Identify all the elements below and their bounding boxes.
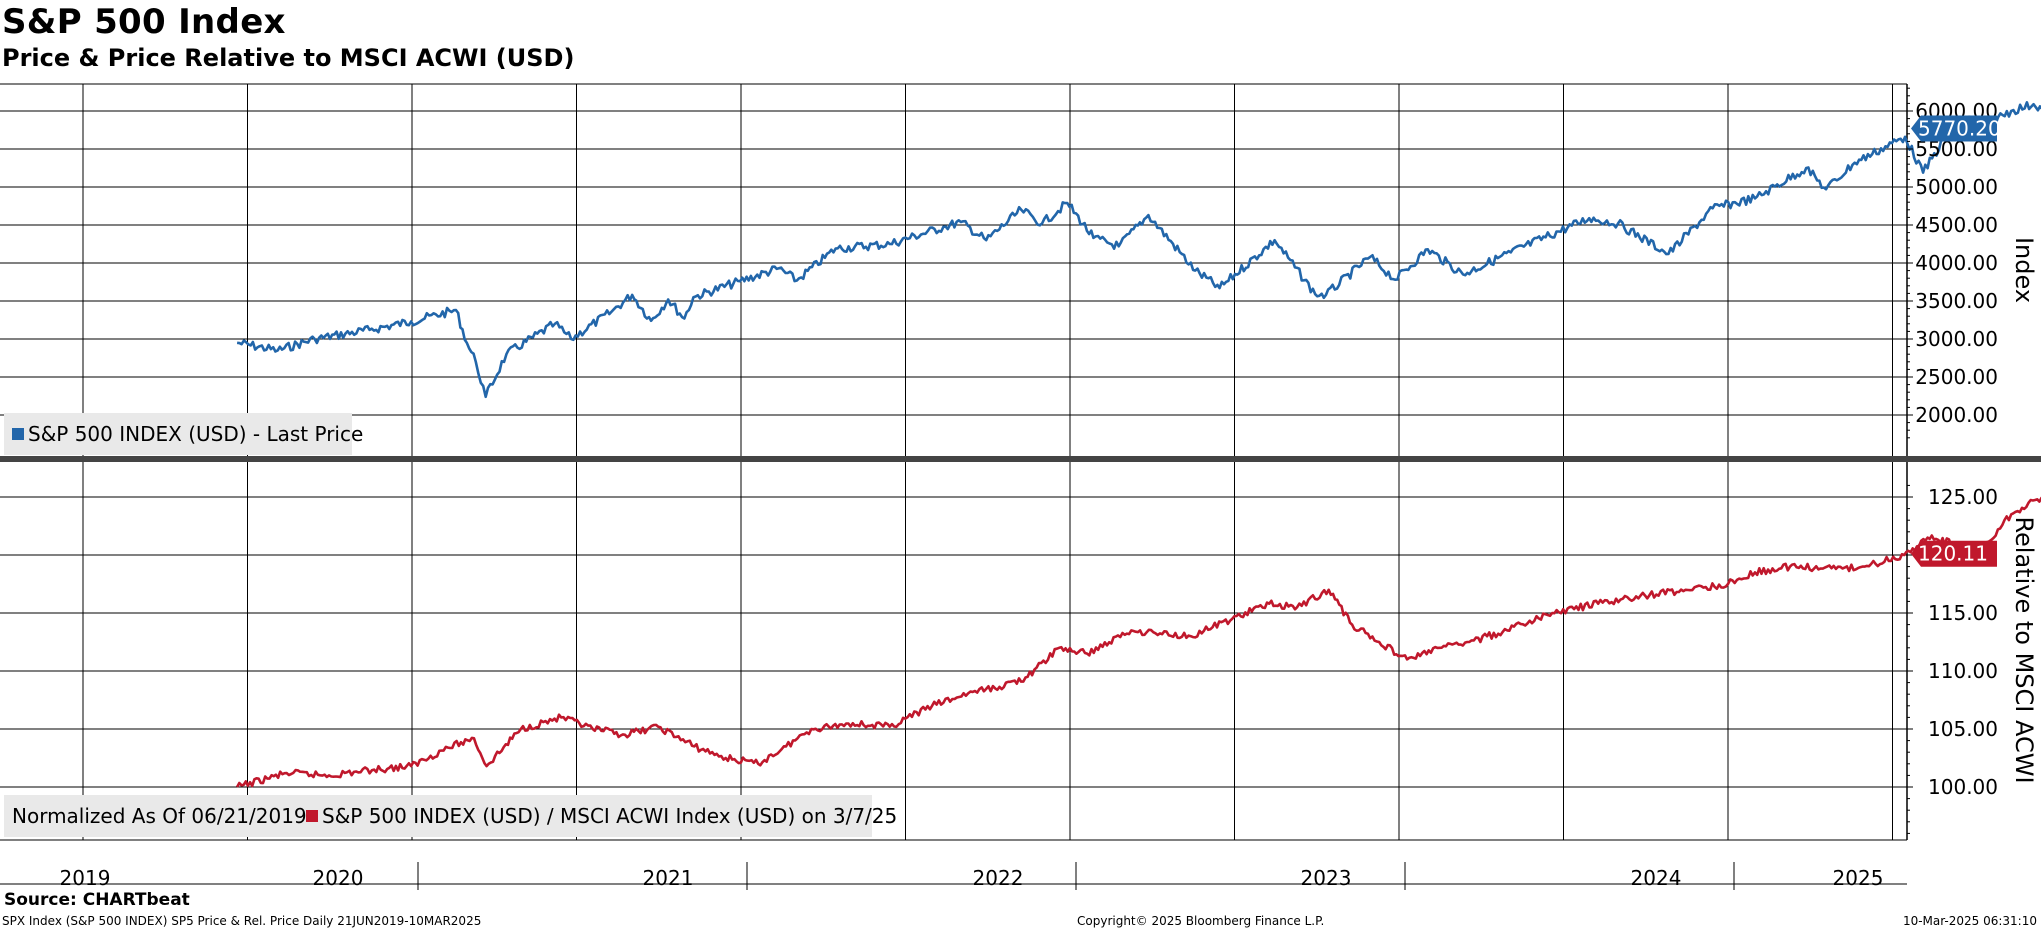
legend-label: S&P 500 INDEX (USD) / MSCI ACWI Index (U… xyxy=(322,804,897,828)
y-tick-label: 4500.00 xyxy=(1915,213,1998,237)
legend-box xyxy=(4,413,352,455)
last-relative-tag: 120.11 xyxy=(1911,540,1997,567)
x-year-label: 2021 xyxy=(643,866,694,890)
y-tick-label: 5000.00 xyxy=(1915,175,1998,199)
x-year-label: 2024 xyxy=(1631,866,1682,890)
x-year-label: 2022 xyxy=(973,866,1024,890)
y-tick-label: 3000.00 xyxy=(1915,327,1998,351)
y-tick-label: 110.00 xyxy=(1928,659,1998,683)
x-year-label: 2023 xyxy=(1301,866,1352,890)
y-tick-label: 4000.00 xyxy=(1915,251,1998,275)
y-tick-label: 100.00 xyxy=(1928,775,1998,799)
x-year-label: 2019 xyxy=(60,866,111,890)
footer-copyright: Copyright© 2025 Bloomberg Finance L.P. xyxy=(1077,914,1325,928)
y-tick-label: 2000.00 xyxy=(1915,403,1998,427)
series-layer xyxy=(235,101,2041,788)
source-note: Source: CHARTbeat xyxy=(4,890,190,910)
frame-layer xyxy=(0,83,2041,885)
y-tick-label: 115.00 xyxy=(1928,601,1998,625)
y-axis-title: Index xyxy=(2010,237,2038,303)
chart-subtitle: Price & Price Relative to MSCI ACWI (USD… xyxy=(2,44,575,72)
last-value-label: 5770.20 xyxy=(1918,116,2001,140)
x-year-label: 2025 xyxy=(1833,866,1884,890)
footer-timestamp: 10-Mar-2025 06:31:10 xyxy=(1902,914,2037,928)
y-tick-label: 105.00 xyxy=(1928,717,1998,741)
axis-layer: 2000.00 2500.00 3000.00 3500.00 4000.00 4500.… xyxy=(60,87,2038,890)
legend-label: S&P 500 INDEX (USD) - Last Price xyxy=(28,422,363,446)
spx-price-line xyxy=(236,101,2041,399)
relative-price-line xyxy=(235,496,2041,788)
x-year-label: 2020 xyxy=(313,866,364,890)
last-price-tag: 5770.20 xyxy=(1911,115,2001,142)
legend-box xyxy=(4,795,872,837)
footer-left-note: SPX Index (S&P 500 INDEX) SP5 Price & Re… xyxy=(2,914,482,928)
legend-layer: S&P 500 INDEX (USD) - Last Price Normaliz… xyxy=(4,413,897,837)
y-tick-label: 3500.00 xyxy=(1915,289,1998,313)
legend-note: Normalized As Of 06/21/2019 xyxy=(12,804,307,828)
y-tick-label: 2500.00 xyxy=(1915,365,1998,389)
chart-title: S&P 500 Index xyxy=(2,2,286,42)
last-value-label: 120.11 xyxy=(1918,542,1988,566)
legend-swatch xyxy=(306,810,318,822)
y-tick-label: 125.00 xyxy=(1928,485,1998,509)
panel-divider xyxy=(0,456,2041,462)
legend-swatch xyxy=(12,428,24,440)
y-axis-title: Relative to MSCI ACWI xyxy=(2010,516,2038,783)
